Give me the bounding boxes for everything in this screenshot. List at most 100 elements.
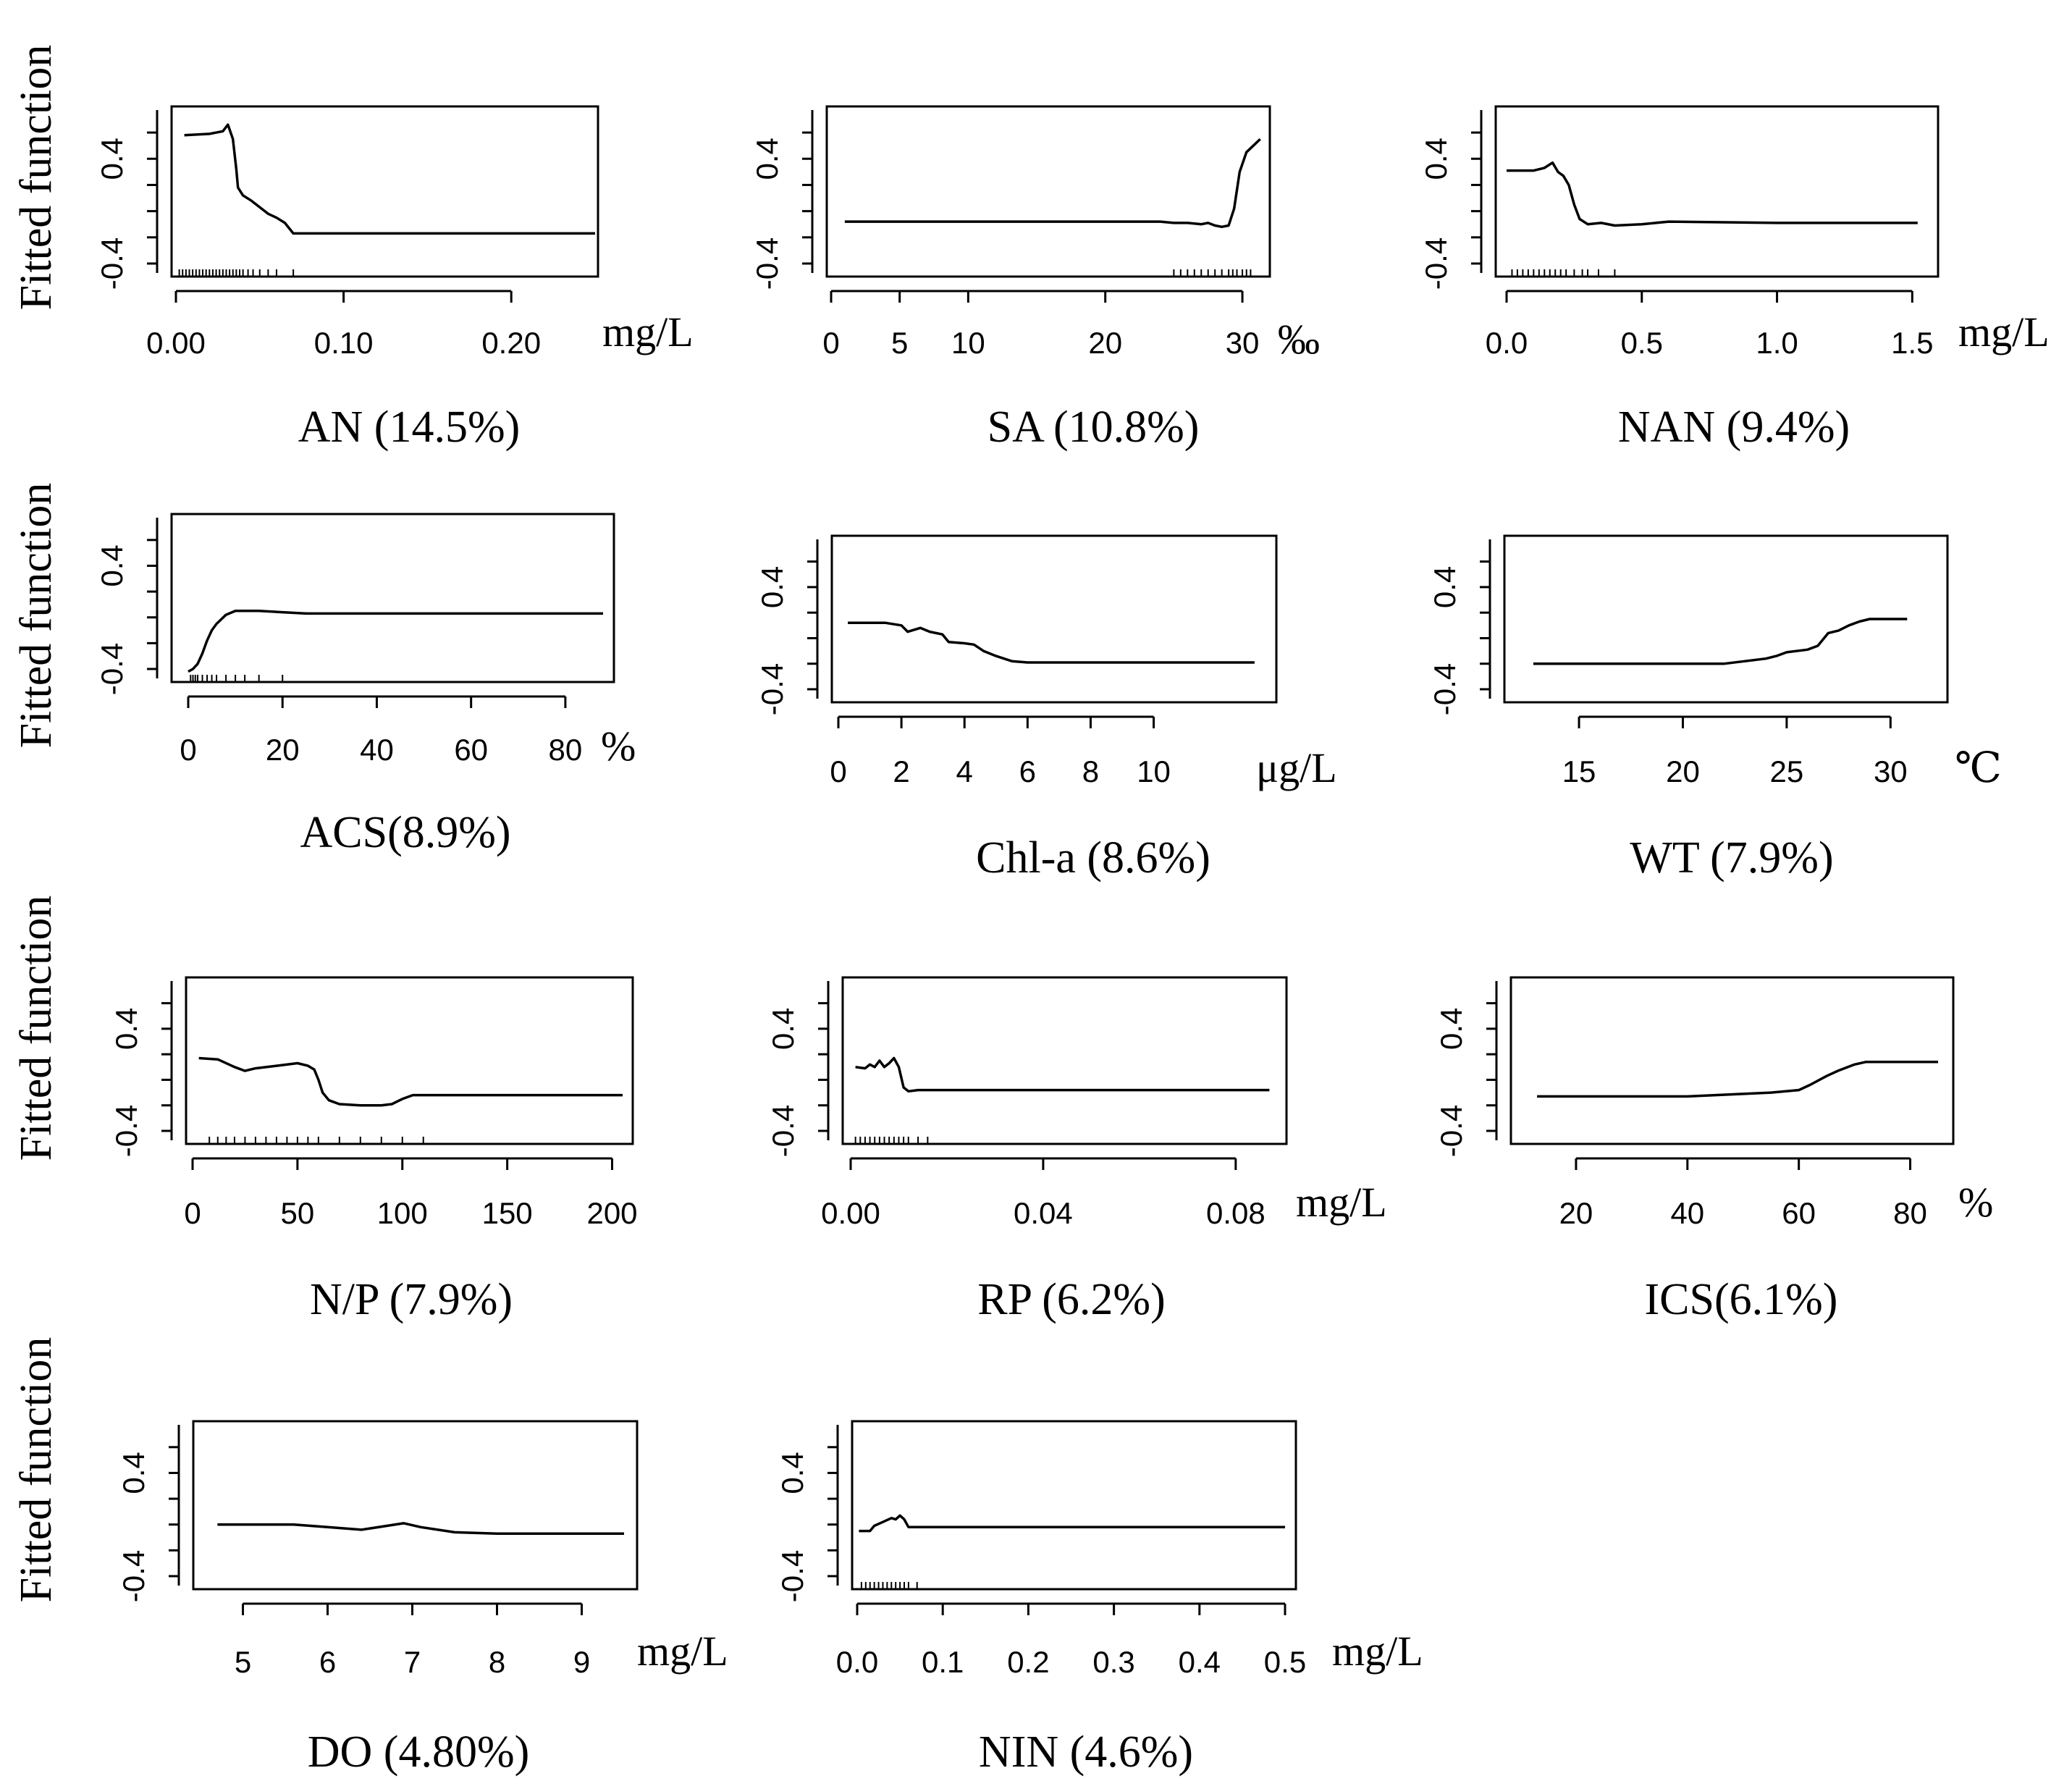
- y-tick-label: 0.4: [109, 1008, 143, 1050]
- plot-frame: [851, 1420, 1297, 1591]
- y-tick-label: 0.4: [755, 566, 789, 608]
- x-unit-label: mg/L: [637, 1628, 728, 1675]
- x-tick-label: 0.2: [1007, 1645, 1049, 1679]
- plot-frame: [1494, 105, 1940, 278]
- x-unit-label: %: [1958, 1179, 1993, 1226]
- x-tick-label: 25: [1770, 754, 1804, 788]
- x-tick-label: 20: [1088, 326, 1122, 360]
- chart-panel-rp: -0.4 0.4 0.00 0.04 0.08 mg/L RP (6.2%): [766, 976, 1387, 1324]
- x-tick-label: 0.5: [1621, 326, 1663, 360]
- panel-title: WT (7.9%): [1630, 833, 1833, 883]
- chart-panel-an: -0.4 0.4 0.00 0.10 0.20 mg/L AN (14.5%): [95, 105, 694, 452]
- fitted-function-line: [217, 1522, 624, 1535]
- x-tick-label: 0.0: [836, 1645, 878, 1679]
- plot-frame: [1509, 976, 1955, 1145]
- x-tick-label: 30: [1226, 326, 1260, 360]
- y-tick-label: -0.4: [117, 1550, 151, 1602]
- panel-title: ICS(6.1%): [1645, 1275, 1838, 1324]
- y-tick-label: 0.4: [117, 1452, 151, 1494]
- panel-title: DO (4.80%): [308, 1727, 530, 1777]
- y-tick-label: 0.4: [1434, 1008, 1468, 1050]
- y-tick-label: -0.4: [1434, 1105, 1468, 1157]
- x-tick-label: 2: [893, 754, 909, 788]
- y-tick-label: -0.4: [109, 1105, 143, 1157]
- y-tick-label: -0.4: [750, 237, 784, 290]
- plot-frame: [170, 513, 615, 683]
- x-tick-label: 0.3: [1092, 1645, 1134, 1679]
- y-tick-label: 0.4: [1428, 566, 1462, 608]
- y-tick-label: -0.4: [95, 643, 129, 695]
- panel-title: NAN (9.4%): [1618, 403, 1850, 452]
- x-tick-label: 5: [235, 1645, 251, 1679]
- x-tick-label: 80: [1893, 1196, 1927, 1230]
- x-unit-label: ‰: [1278, 316, 1320, 363]
- y-tick-label: 0.4: [95, 544, 129, 586]
- x-tick-label: 40: [360, 733, 394, 767]
- panel-title: SA (10.8%): [987, 403, 1200, 452]
- chart-panels: -0.4 0.4 0.00 0.10 0.2 0 mg/L AN (14.5%) -0.4 0.4…: [95, 105, 2050, 1777]
- x-tick-label: 50: [281, 1196, 315, 1230]
- x-tick-label: 1.5: [1891, 326, 1933, 360]
- x-tick-label: 0: [184, 1196, 201, 1230]
- y-tick-label: -0.4: [755, 663, 789, 715]
- x-unit-label: %: [601, 723, 636, 770]
- x-unit-label: mg/L: [602, 308, 694, 355]
- panel-title: Chl-a (8.6%): [976, 833, 1210, 883]
- panel-title: AN (14.5%): [298, 403, 521, 452]
- x-tick-label: 10: [951, 326, 985, 360]
- plot-frame: [825, 105, 1271, 278]
- plot-frame: [830, 534, 1278, 704]
- x-tick-label: 8: [1082, 754, 1099, 788]
- x-tick-label: 6: [1019, 754, 1036, 788]
- y-axis-label: Fitted function: [12, 896, 61, 1161]
- y-tick-label: -0.4: [95, 237, 129, 290]
- x-unit-label: mg/L: [1332, 1628, 1423, 1675]
- x-tick-label: 30: [1874, 754, 1908, 788]
- y-tick-label: 0.4: [95, 138, 129, 180]
- row-ylabels: Fitted function Fitted function Fitted fun…: [12, 45, 61, 1603]
- fitted-function-line: [198, 1056, 623, 1107]
- fitted-function-line: [184, 123, 595, 235]
- x-tick-label: 150: [482, 1196, 533, 1230]
- x-tick-label: 5: [891, 326, 908, 360]
- x-tick-label: 0.08: [1206, 1196, 1265, 1230]
- x-tick-label: 0.00: [821, 1196, 880, 1230]
- x-tick-label: 60: [1782, 1196, 1816, 1230]
- x-tick-label: 0.10: [314, 326, 374, 360]
- x-tick-label: 60: [454, 733, 488, 767]
- y-axis-label: Fitted function: [12, 45, 61, 311]
- x-tick-label: 1.0: [1756, 326, 1798, 360]
- y-tick-label: 0.4: [750, 138, 784, 180]
- x-tick-label: 4: [956, 754, 973, 788]
- fitted-function-line: [859, 1514, 1285, 1533]
- x-tick-label: 0.1: [922, 1645, 964, 1679]
- panel-title: ACS(8.9%): [300, 808, 510, 857]
- fitted-function-line: [1537, 1061, 1938, 1098]
- y-tick-label: -0.4: [766, 1105, 800, 1157]
- fitted-function-line: [1533, 618, 1908, 665]
- fitted-function-line: [848, 621, 1255, 664]
- x-tick-label: 0.0: [1486, 326, 1528, 360]
- chart-panel-nan: -0.4 0.4 0.0 0.5 1.0 1.5 mg/L NAN (9.4%): [1419, 105, 2050, 452]
- y-tick-label: 0.4: [775, 1452, 809, 1494]
- chart-panel-ics: -0.4 0.4 20 40 60 80 % ICS(6.1%): [1434, 976, 1993, 1324]
- x-tick-label: 0.4: [1179, 1645, 1221, 1679]
- x-tick-label: 0.5: [1264, 1645, 1306, 1679]
- x-tick-label: 8: [489, 1645, 505, 1679]
- x-tick-label: 0.04: [1014, 1196, 1073, 1230]
- panel-title: RP (6.2%): [977, 1275, 1165, 1324]
- chart-panel-sa: -0.4 0.4 0 5 10 20 30 ‰ SA (10.8%): [750, 105, 1320, 452]
- chart-panel-nin: -0.4 0.4 0.0 0.1 0.2 0.3 0.4 0.5 mg/L NIN (4.6%): [775, 1420, 1423, 1777]
- plot-frame: [192, 1420, 639, 1591]
- x-tick-label: 200: [586, 1196, 637, 1230]
- plot-frame: [170, 105, 599, 278]
- chart-panel-acs: -0.4 0.4 0 20 40 60 80 % ACS(8.9%): [95, 513, 636, 857]
- x-tick-label: 20: [1559, 1196, 1593, 1230]
- x-unit-label: ℃: [1955, 744, 2002, 791]
- panel-title: N/P (7.9%): [310, 1275, 513, 1324]
- x-tick-label: 7: [404, 1645, 421, 1679]
- panel-title: NIN (4.6%): [979, 1727, 1193, 1777]
- y-tick-label: -0.4: [1428, 663, 1462, 715]
- y-axis-label: Fitted function: [12, 483, 61, 749]
